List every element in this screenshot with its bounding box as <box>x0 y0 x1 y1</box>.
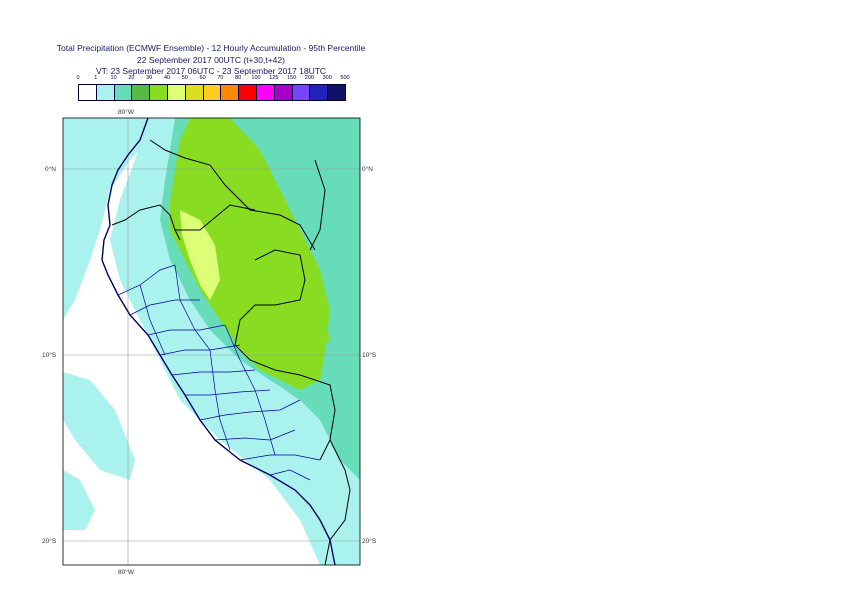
lat-label-10s-left: 10°S <box>42 351 57 359</box>
legend-threshold-label: 60 <box>199 75 206 81</box>
lat-label-20s-left: 20°S <box>42 537 57 545</box>
precip-light-offshore-far-south <box>63 470 95 530</box>
country-borders <box>111 139 351 566</box>
chart-title: Total Precipitation (ECMWF Ensemble) - 1… <box>56 43 366 53</box>
legend-threshold-label: 150 <box>287 75 297 81</box>
precip-green-east <box>250 270 330 360</box>
legend-threshold-label: 70 <box>217 75 224 81</box>
chart-subtitle-run: 22 September 2017 00UTC (t+30,t+42) <box>137 55 285 65</box>
lat-label-0-right: 0°N <box>362 165 373 173</box>
legend-threshold-label: 500 <box>340 75 350 81</box>
border-peru-colombia <box>175 204 256 231</box>
legend-threshold-label: 1 <box>94 75 98 81</box>
legend-threshold-label: 125 <box>269 75 279 81</box>
chart-subtitle-valid-time: VT: 23 September 2017 06UTC - 23 Septemb… <box>95 66 327 76</box>
precip-yellow-green-core <box>180 210 220 300</box>
border-colombia-ecuador <box>149 139 316 251</box>
legend-threshold-label: 10 <box>110 75 117 81</box>
border-colombia-venezuela <box>309 159 326 251</box>
legend-threshold-label: 30 <box>146 75 153 81</box>
graticule <box>63 118 360 565</box>
legend-threshold-label: 80 <box>235 75 242 81</box>
lat-label-0-left: 0°N <box>45 165 56 173</box>
map-frame <box>62 117 361 566</box>
legend-threshold-label: 300 <box>322 75 332 81</box>
lon-label-top: 80°W <box>118 108 135 116</box>
legend-threshold-label: 0 <box>76 75 80 81</box>
legend-threshold-label: 20 <box>128 75 135 81</box>
border-peru-brazil <box>234 249 336 461</box>
lat-label-20s-right: 20°S <box>362 537 377 545</box>
region-borders <box>117 264 321 481</box>
precip-light-offshore-north <box>63 118 160 320</box>
border-bolivia <box>324 439 351 566</box>
lat-label-10s-right: 10°S <box>362 351 377 359</box>
legend-threshold-label: 100 <box>251 75 261 81</box>
lon-label-bottom: 80°W <box>118 568 135 576</box>
color-legend: 0 1 10 20 30 40 50 60 70 80 100 125 150 200 300 500 <box>76 75 350 103</box>
legend-threshold-label: 200 <box>304 75 314 81</box>
precip-light-offshore-south <box>63 372 135 480</box>
legend-threshold-label: 40 <box>163 75 171 81</box>
legend-color-box <box>327 84 346 101</box>
legend-threshold-label: 50 <box>181 75 188 81</box>
map-fields <box>63 118 360 565</box>
